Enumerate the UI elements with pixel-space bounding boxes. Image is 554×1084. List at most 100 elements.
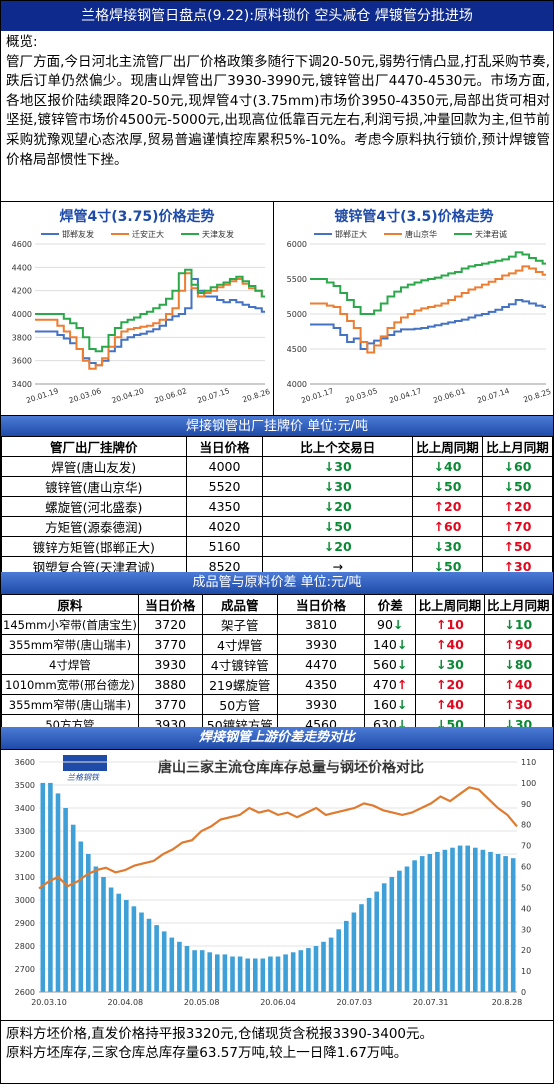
right-arrow-icon: →: [332, 559, 343, 574]
up-arrow-icon: ↑60: [433, 519, 462, 534]
welded-pipe-chart-panel: 焊管4寸(3.75)价格走势 邯郸友发 迁安正大 天津友发 3400 3600 3800 40…: [1, 201, 273, 415]
table-row: 方矩管(源泰德润) 4020 ↓50 ↑60 ↑70: [1, 516, 553, 537]
stock-bar: [116, 893, 121, 992]
stock-bar: [480, 849, 486, 992]
y-right-tick-label: 100: [521, 779, 536, 788]
footer-section: 原料方坯价格,直发价格持平报3320元,仓储现货含税报3390-3400元。 原…: [3, 1023, 553, 1065]
factory-price-banner: 焊接钢管出厂挂牌价 单位:元/吨: [1, 415, 553, 436]
down-arrow-icon: ↓30: [435, 657, 464, 672]
raw-price-cell: 3880: [137, 674, 203, 695]
y-left-tick-label: 2600: [15, 988, 35, 997]
spread-table: 原料 当日价格 成品管 当日价格 价差 比上周同期 比上月同期 145mm小窄带(首唐宝生) 3…: [1, 594, 554, 735]
table-row: 145mm小窄带(首唐宝生) 3720 架子管 3810 90↓ ↑10 ↓10: [1, 614, 554, 635]
stock-bar: [427, 854, 433, 992]
y-tick-label: 5000: [287, 310, 307, 319]
up-arrow-icon: ↑70: [503, 519, 532, 534]
stock-bar: [473, 847, 478, 992]
x-tick-label: 20.07.31: [413, 998, 449, 1007]
table-row: 螺旋管(河北盛泰) 4350 ↓20 ↑20 ↑20: [1, 496, 553, 517]
series-line: [35, 268, 265, 353]
x-tick-label: 20.06.02: [153, 386, 188, 405]
stock-bar: [412, 860, 417, 992]
stock-bar: [313, 946, 319, 992]
y-left-tick-label: 2900: [15, 919, 35, 928]
down-arrow-icon: ↓20: [323, 539, 352, 554]
spread-banner: 成品管与原料价差 单位:元/吨: [1, 572, 553, 594]
x-tick-label: 20.04.08: [108, 998, 144, 1007]
change-day-cell: ↓50: [262, 516, 414, 537]
stock-bar: [199, 950, 205, 992]
down-arrow-icon: ↓30: [323, 479, 352, 494]
raw-price-cell: 3930: [137, 654, 203, 675]
down-arrow-icon: ↓: [396, 717, 408, 732]
x-tick-label: 20.07.14: [476, 386, 511, 405]
price-cell: 5520: [185, 476, 264, 497]
y-left-tick-label: 2800: [15, 942, 35, 951]
spread-cell: 160↓: [364, 694, 417, 715]
change-month-cell: ↓10: [483, 614, 554, 635]
stock-bar: [503, 856, 508, 992]
product-name-cell: 螺旋管(河北盛泰): [1, 496, 187, 517]
y-tick-label: 5500: [287, 275, 307, 284]
factory-price-table: 管厂出厂挂牌价 当日价格 比上个交易日 比上周同期 比上月同期 焊管(唐山友发) 4000 ↓…: [1, 436, 553, 577]
price-cell: 5160: [185, 536, 264, 557]
stock-bar: [465, 845, 470, 992]
change-month-cell: ↑30: [483, 694, 554, 715]
billet-price-line: [38, 786, 518, 890]
up-arrow-icon: ↑20: [435, 677, 464, 692]
change-week-cell: ↓50: [412, 556, 483, 577]
stock-bar: [169, 937, 175, 992]
stock-bar: [245, 958, 250, 992]
stock-bar: [283, 954, 288, 992]
x-tick-label: 20.06.01: [432, 386, 467, 405]
y-right-tick-label: 70: [521, 842, 531, 851]
change-week-cell: ↑40: [415, 694, 485, 715]
table-row: 镀锌方矩管(邯郸正大) 5160 ↓20 ↓30 ↑50: [1, 536, 553, 557]
product-cell: 4寸镀锌管: [201, 654, 278, 675]
down-arrow-icon: ↓60: [503, 459, 532, 474]
stock-bar: [108, 887, 114, 992]
down-arrow-icon: ↓: [392, 617, 404, 632]
stock-bar: [397, 870, 402, 992]
up-arrow-icon: ↑40: [504, 677, 533, 692]
down-arrow-icon: ↓50: [503, 479, 532, 494]
x-tick-label: 20.03.06: [68, 386, 103, 405]
legend-label: 邯郸正大: [335, 229, 367, 239]
y-left-tick-label: 3000: [15, 896, 35, 905]
y-left-tick-label: 3400: [15, 804, 35, 813]
column-header: 价差: [364, 594, 417, 615]
raw-price-cell: 3770: [137, 634, 203, 655]
table-header-row: 管厂出厂挂牌价 当日价格 比上个交易日 比上周同期 比上月同期: [1, 436, 553, 457]
y-right-tick-label: 40: [521, 904, 531, 913]
stock-bar: [450, 847, 455, 992]
chart-title: 唐山三家主流仓库库存总量与钢坯价格对比: [158, 759, 424, 776]
down-arrow-icon: ↓80: [504, 657, 533, 672]
stock-bar: [321, 941, 326, 992]
table-header-row: 原料 当日价格 成品管 当日价格 价差 比上周同期 比上月同期: [1, 594, 554, 615]
stock-bar: [154, 925, 159, 992]
y-tick-label: 4400: [12, 263, 32, 272]
x-tick-label: 20.8.28: [492, 998, 523, 1007]
price-cell: 4350: [185, 496, 264, 517]
stock-bar: [275, 956, 281, 992]
table-row: 4寸焊管 3930 4寸镀锌管 4470 560↓ ↓30 ↓80: [1, 654, 554, 675]
y-right-tick-label: 90: [521, 800, 531, 809]
stock-bar: [93, 866, 99, 992]
down-arrow-icon: ↓10: [504, 617, 533, 632]
stock-bar: [435, 851, 440, 992]
product-name-cell: 镀锌管(唐山京华): [1, 476, 187, 497]
change-month-cell: ↓80: [483, 654, 554, 675]
down-arrow-icon: ↓50: [323, 519, 352, 534]
change-month-cell: ↓50: [482, 476, 553, 497]
y-tick-label: 4600: [12, 240, 32, 249]
change-week-cell: ↑40: [415, 634, 485, 655]
legend-label: 天津友发: [202, 229, 234, 239]
y-tick-label: 6000: [287, 240, 307, 249]
logo-text: 兰格钢铁: [67, 773, 100, 782]
stock-bar: [298, 950, 304, 992]
y-left-tick-label: 2700: [15, 965, 35, 974]
down-arrow-icon: ↓50: [433, 559, 462, 574]
